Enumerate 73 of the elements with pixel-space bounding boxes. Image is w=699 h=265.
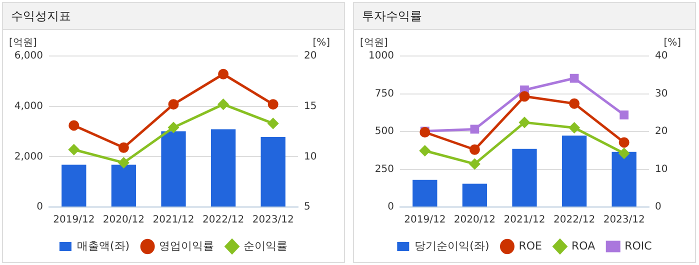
point	[569, 122, 580, 133]
bar	[260, 137, 286, 206]
y-tick-label: 2,000	[14, 151, 43, 162]
y2-axis-title: [%]	[312, 38, 330, 49]
y-tick-label: 4,000	[14, 100, 43, 112]
x-tick-label: 2023/12	[252, 214, 294, 226]
point	[570, 74, 579, 83]
bar	[562, 136, 587, 206]
point	[218, 99, 229, 110]
chart-title: 투자수익률	[354, 3, 695, 30]
x-tick-label: 2019/12	[404, 214, 446, 226]
bar	[210, 129, 236, 206]
point	[118, 157, 129, 168]
y-tick-label: 1000	[368, 50, 394, 62]
bar	[462, 184, 488, 206]
y2-tick-label: 10	[655, 164, 668, 175]
y2-tick-label: 15	[304, 100, 317, 112]
legend-label: ROA	[571, 239, 596, 252]
point	[168, 99, 179, 110]
point	[420, 146, 430, 156]
x-tick-label: 2021/12	[504, 214, 546, 226]
point	[68, 144, 80, 155]
point	[268, 118, 278, 129]
x-tick-label: 2022/12	[554, 214, 596, 226]
bar	[412, 180, 438, 206]
y-axis-title: [억원]	[9, 38, 37, 49]
y-tick-label: 500	[374, 126, 394, 138]
point	[519, 117, 530, 128]
point	[618, 137, 630, 148]
y2-tick-label: 10	[304, 151, 317, 162]
point	[118, 142, 129, 153]
point	[620, 110, 629, 120]
legend-label: 매출액(좌)	[76, 239, 130, 252]
point	[519, 91, 530, 102]
y-tick-label: 750	[374, 88, 394, 100]
x-tick-label: 2022/12	[202, 214, 244, 226]
bar	[111, 164, 136, 206]
point	[469, 144, 480, 155]
y-tick-label: 0	[388, 202, 394, 213]
point	[218, 68, 229, 80]
y2-tick-label: 20	[655, 126, 668, 138]
x-tick-label: 2023/12	[603, 214, 645, 226]
x-tick-label: 2020/12	[454, 214, 496, 226]
x-tick-label: 2021/12	[152, 214, 194, 226]
bar	[612, 152, 636, 206]
y2-tick-label: 40	[655, 50, 668, 62]
x-tick-label: 2019/12	[53, 214, 95, 226]
y2-tick-label: 5	[304, 202, 310, 213]
bar	[62, 164, 86, 206]
legend-label: 영업이익률	[159, 239, 214, 252]
point	[569, 98, 580, 109]
legend-label: ROIC	[624, 239, 652, 252]
point	[618, 148, 630, 159]
legend-label: ROE	[518, 239, 542, 252]
y2-tick-label: 30	[655, 88, 668, 100]
point	[469, 158, 480, 170]
point	[168, 122, 179, 133]
point	[268, 99, 278, 110]
y2-axis-title: [%]	[664, 38, 682, 49]
legend-label: 순이익률	[244, 239, 288, 252]
x-tick-label: 2020/12	[102, 214, 144, 226]
bar	[161, 131, 186, 206]
y-tick-label: 0	[36, 202, 43, 213]
point	[68, 120, 80, 131]
bar	[512, 148, 537, 206]
y-tick-label: 6,000	[14, 50, 43, 62]
legend-label: 당기순이익(좌)	[414, 239, 490, 252]
y-axis-title: [억원]	[360, 38, 388, 49]
y2-tick-label: 20	[304, 50, 317, 62]
y-tick-label: 250	[374, 164, 394, 175]
y2-tick-label: 0	[655, 202, 662, 213]
point	[470, 124, 480, 134]
chart-title: 수익성지표	[3, 3, 344, 30]
